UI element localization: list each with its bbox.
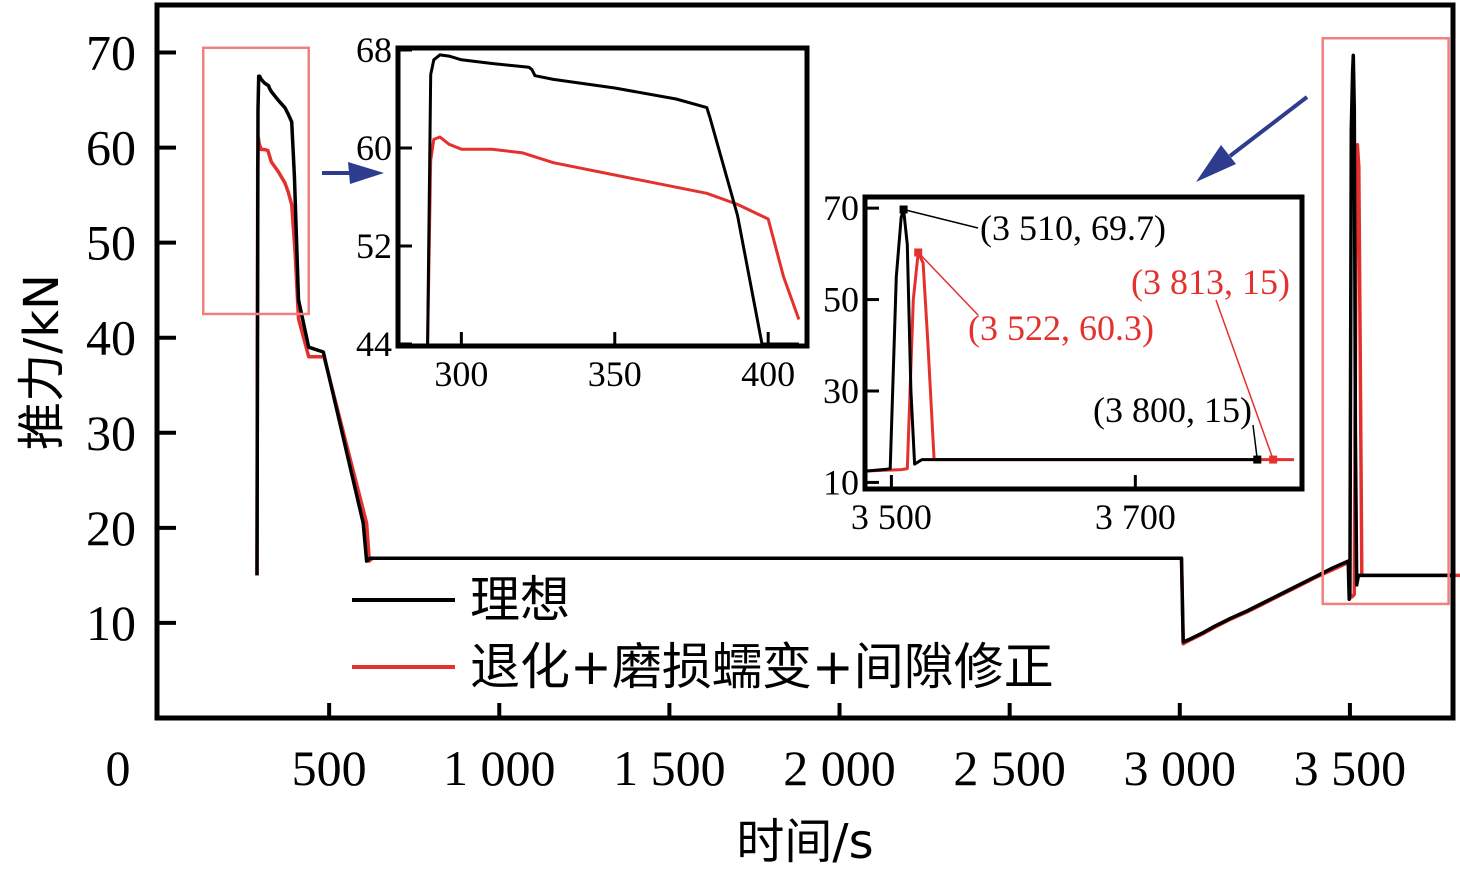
annotation-leader [903,208,979,229]
x-tick-label: 2 500 [953,740,1066,796]
annotation-label: (3 800, 15) [1093,390,1252,430]
series-line-ideal [255,53,1452,644]
inset-1-ticks: 300 350 400 44 52 60 68 [356,30,795,394]
annotation-leader [917,251,979,316]
inset1-y-tick-label: 68 [356,30,392,70]
zoom-arrow-2 [1196,95,1309,182]
y-tick-label: 70 [86,25,136,81]
y-tick-label: 40 [86,310,136,366]
inset2-x-tick-label: 3 500 [851,497,932,537]
legend: 理想 退化+磨损蠕变+间隙修正 [352,571,1054,696]
inset2-x-tick-label: 3 700 [1095,497,1176,537]
zoom-arrow-1 [322,162,384,184]
inset1-x-tick-label: 350 [588,354,642,394]
x-axis-label: 时间/s [736,814,873,869]
inset-2-frame [862,194,1305,492]
inset1-x-tick-label: 300 [434,354,488,394]
legend-label-degraded: 退化+磨损蠕变+间隙修正 [470,638,1054,696]
inset-1: 300 350 400 44 52 60 68 [356,30,810,394]
x-tick-label: 3 000 [1124,740,1237,796]
annotation-label: (3 510, 69.7) [980,208,1166,248]
x-tick-label: 1 500 [613,740,726,796]
inset1-y-tick-label: 44 [356,324,392,364]
y-tick-label: 60 [86,120,136,176]
inset1-series-ideal [426,53,799,344]
inset2-y-tick-label: 30 [823,371,859,411]
inset1-x-tick-label: 400 [741,354,795,394]
zoom-box-1 [201,46,310,316]
main-tick-labels: 0 500 1 000 1 500 2 000 2 500 3 000 3 500102030… [86,25,1406,796]
y-axis-label: 推力/kN [14,274,70,450]
x-tick-label: 2 000 [783,740,896,796]
annotation-leader [1215,299,1274,460]
y-tick-label: 50 [86,215,136,271]
inset-1-frame [395,45,810,349]
annotation-label: (3 522, 60.3) [968,308,1154,348]
inset2-y-tick-label: 10 [823,462,859,502]
inset1-y-tick-label: 60 [356,128,392,168]
inset1-series-degraded [426,135,801,344]
zoom-boxes [201,37,1450,606]
main-tick-marks [159,50,1352,718]
inset1-y-tick-label: 52 [356,226,392,266]
main-plot-lines [255,53,1460,646]
legend-label-ideal: 理想 [470,571,570,629]
annotation-leader [1252,424,1259,460]
y-tick-label: 20 [86,500,136,556]
inset-2: 3 500 3 700 10 30 50 70 (3 510, 69.7) (3 522, … [823,188,1305,537]
x-tick-label: 1 000 [443,740,556,796]
y-tick-label: 10 [86,595,136,651]
x-tick-label: 3 500 [1294,740,1407,796]
main-plot-frame [154,2,1456,721]
x-tick-label: 500 [292,740,367,796]
x-tick-label: 0 [106,740,131,796]
zoom-box-2 [1321,37,1450,606]
inset-2-annotations: (3 510, 69.7) (3 522, 60.3) (3 813, 15) (3 … [899,205,1290,464]
annotation-label: (3 813, 15) [1131,262,1290,302]
inset-2-ticks: 3 500 3 700 10 30 50 70 [823,188,1176,537]
inset-1-lines [426,53,801,344]
y-tick-label: 30 [86,405,136,461]
inset2-y-tick-label: 50 [823,280,859,320]
inset2-y-tick-label: 70 [823,188,859,228]
